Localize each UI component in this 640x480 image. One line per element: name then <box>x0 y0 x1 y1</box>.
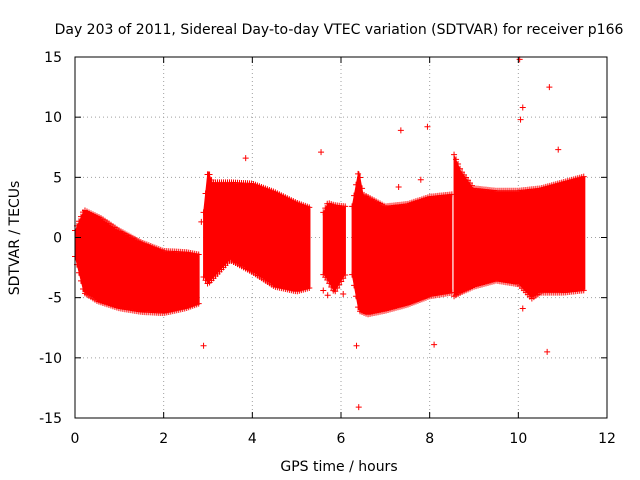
x-tick-labels: 0 2 4 6 8 10 12 <box>71 431 616 447</box>
outlier-point-10 <box>417 176 424 183</box>
outlier-point-7 <box>318 149 325 156</box>
x-axis-label: GPS time / hours <box>280 459 397 475</box>
y-tick-label-3: 0 <box>53 231 62 247</box>
outlier-point-16 <box>519 305 526 312</box>
outlier-point-6 <box>555 146 562 153</box>
outlier-point-14 <box>544 348 551 355</box>
x-tick-label-5: 10 <box>509 431 527 447</box>
data-band-segment-4 <box>349 170 455 318</box>
outlier-point-15 <box>355 404 362 411</box>
y-tick-labels: -15 -10 -5 0 5 10 15 <box>39 50 62 427</box>
outlier-point-11 <box>200 342 207 349</box>
x-tick-label-6: 12 <box>598 431 616 447</box>
outlier-point-13 <box>431 341 438 348</box>
y-tick-label-2: -5 <box>48 291 62 307</box>
axis-ticks <box>74 56 608 419</box>
chart-title: Day 203 of 2011, Sidereal Day-to-day VTE… <box>55 22 624 38</box>
outlier-point-5 <box>424 123 431 130</box>
outlier-point-3 <box>517 116 524 123</box>
band-markers-3 <box>349 170 455 318</box>
data-band-segment-2 <box>200 171 313 295</box>
x-tick-label-0: 0 <box>71 431 80 447</box>
data-series <box>72 56 587 411</box>
outlier-point-8 <box>242 155 249 162</box>
y-axis-label: SDTVAR / TECUs <box>7 181 23 296</box>
outlier-point-1 <box>546 84 553 91</box>
outlier-point-20 <box>198 218 205 225</box>
x-tick-label-2: 4 <box>248 431 257 447</box>
outlier-point-18 <box>324 292 331 299</box>
y-tick-label-0: -15 <box>39 411 62 427</box>
band-markers-1 <box>200 171 313 295</box>
outlier-point-17 <box>320 287 327 294</box>
data-band-segment-1 <box>72 207 202 317</box>
outlier-point-19 <box>340 291 347 298</box>
y-tick-label-6: 15 <box>44 50 62 66</box>
outlier-point-12 <box>353 342 360 349</box>
outlier-point-9 <box>395 183 402 190</box>
outlier-point-2 <box>519 104 526 111</box>
band-markers-2 <box>320 200 349 295</box>
data-band-segment-3 <box>320 200 349 295</box>
y-tick-label-4: 5 <box>53 170 62 186</box>
band-fill-3 <box>351 171 453 314</box>
y-tick-label-1: -10 <box>39 351 62 367</box>
x-tick-label-4: 8 <box>425 431 434 447</box>
outlier-point-4 <box>397 127 404 134</box>
x-tick-label-1: 2 <box>159 431 168 447</box>
data-band-segment-5 <box>451 151 587 302</box>
y-tick-label-5: 10 <box>44 110 62 126</box>
band-markers-4 <box>451 151 587 302</box>
x-tick-label-3: 6 <box>337 431 346 447</box>
